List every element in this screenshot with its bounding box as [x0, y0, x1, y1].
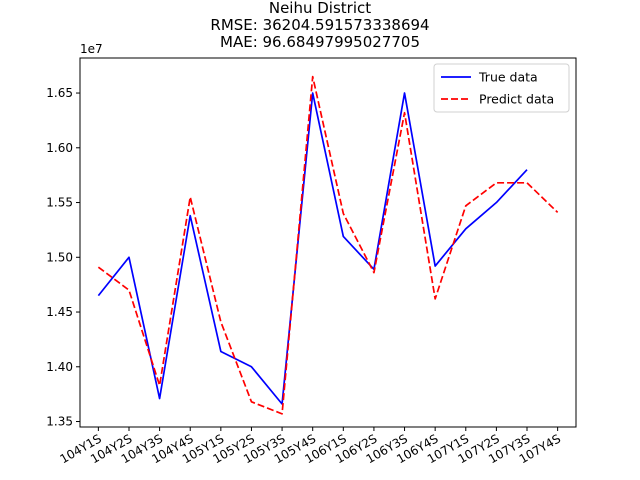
- legend-label: Predict data: [479, 92, 554, 107]
- series-line-predict-data: [97, 75, 559, 415]
- plot-area: 104Y1S104Y2S104Y3S104Y4S105Y1S105Y2S105Y…: [46, 57, 577, 466]
- y-tick-label: 1.65: [46, 86, 73, 100]
- chart-title-line-1: Neihu District: [268, 0, 372, 17]
- legend-label: True data: [478, 70, 538, 85]
- y-tick-label: 1.55: [46, 196, 73, 210]
- y-tick-label: 1.60: [46, 141, 73, 155]
- y-tick-label: 1.45: [46, 305, 73, 319]
- y-tick-label: 1.50: [46, 250, 73, 264]
- y-tick-label: 1.35: [46, 415, 73, 429]
- y-offset-label: 1e7: [80, 42, 103, 56]
- axes-frame: [79, 57, 577, 428]
- legend: True data Predict data: [433, 63, 570, 113]
- chart-title-line-3: MAE: 96.68497995027705: [220, 33, 420, 51]
- series-line-true-data: [97, 92, 528, 405]
- legend-box: [433, 63, 570, 113]
- chart-title-line-2: RMSE: 36204.591573338694: [210, 16, 430, 34]
- y-tick-label: 1.40: [46, 360, 73, 374]
